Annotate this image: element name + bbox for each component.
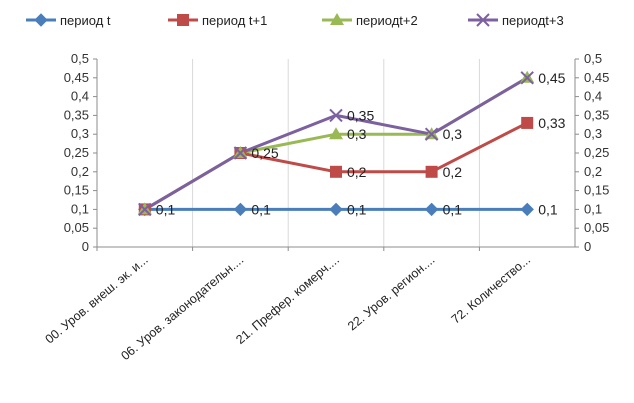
- data-label: 0,45: [538, 70, 565, 86]
- legend-marker-3: [476, 13, 490, 27]
- y-tick-label: 0,15: [64, 183, 89, 198]
- data-label: 0,2: [347, 164, 367, 180]
- y2-tick-label: 0,35: [584, 107, 609, 122]
- y-tick-label: 0,25: [64, 145, 89, 160]
- y-tick-label: 0,3: [71, 126, 89, 141]
- y-tick-label: 0,5: [71, 51, 89, 66]
- series-0-point: [424, 202, 439, 217]
- data-label: 0,1: [538, 201, 558, 217]
- series-3-point: [233, 146, 248, 160]
- data-label: 0,25: [251, 145, 278, 161]
- category-label: 22. Уров. регион....: [345, 253, 437, 334]
- series-3-point: [138, 202, 152, 217]
- data-label: 0,1: [443, 201, 463, 217]
- series-3-point: [329, 108, 343, 123]
- series-3-point: [424, 127, 439, 141]
- legend-label: период t: [60, 13, 111, 28]
- data-label: 0,1: [156, 201, 176, 217]
- data-label: 0,35: [347, 107, 374, 123]
- series-0-point: [329, 202, 343, 217]
- y2-tick-label: 0,1: [584, 201, 602, 216]
- y-tick-label: 0,4: [71, 89, 89, 104]
- legend-label: периодt+3: [502, 13, 564, 28]
- series-0-point: [520, 202, 534, 217]
- legend-marker-0: [34, 13, 48, 27]
- series-1-point: [521, 116, 534, 129]
- y2-tick-label: 0,15: [584, 183, 609, 198]
- series-2-point: [329, 127, 343, 140]
- y-tick-label: 0,35: [64, 107, 89, 122]
- data-label: 0,1: [347, 201, 367, 217]
- y2-tick-label: 0,25: [584, 145, 609, 160]
- y-tick-label: 0,45: [64, 70, 89, 85]
- legend-label: период t+1: [202, 13, 267, 28]
- data-label: 0,2: [443, 164, 463, 180]
- series-1-point: [425, 165, 438, 178]
- data-label: 0,3: [347, 126, 367, 142]
- category-label: 21. Префер. комерч....: [233, 253, 342, 347]
- y-tick-label: 0,1: [71, 201, 89, 216]
- y-tick-label: 0: [82, 239, 89, 254]
- data-label: 0,3: [443, 126, 463, 142]
- category-label: 72. Количество...: [449, 253, 533, 327]
- data-label: 0,1: [251, 201, 271, 217]
- legend-marker-1: [177, 14, 189, 26]
- series-1-point: [330, 165, 342, 178]
- y2-tick-label: 0,5: [584, 51, 602, 66]
- y2-tick-label: 0,3: [584, 126, 602, 141]
- y2-tick-label: 0,45: [584, 70, 609, 85]
- y-tick-label: 0,2: [71, 164, 89, 179]
- data-label: 0,33: [538, 115, 565, 131]
- legend-marker-2: [330, 13, 344, 25]
- plot-area: [97, 59, 575, 247]
- y-tick-label: 0,05: [64, 220, 89, 235]
- legend-label: периодt+2: [356, 13, 418, 28]
- y2-tick-label: 0,4: [584, 89, 602, 104]
- y2-tick-label: 0: [584, 239, 591, 254]
- category-label: 00. Уров. внеш. эк. и...: [43, 253, 151, 347]
- series-3-point: [520, 71, 534, 85]
- series-0-point: [233, 202, 248, 217]
- y2-tick-label: 0,2: [584, 164, 602, 179]
- y2-tick-label: 0,05: [584, 220, 609, 235]
